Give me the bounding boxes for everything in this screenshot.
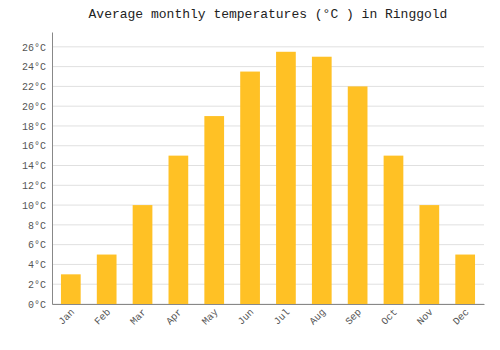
grid-line [52,244,484,245]
y-tick: 18°C [22,122,52,133]
bar [348,86,368,304]
chart: 0°C 2°C 4°C 6°C 8°C 10°C 12°C 14°C 16°C 18°C 20°C 2… [0,0,500,350]
bar [97,255,117,304]
x-tick-label: Oct [379,307,400,328]
y-tick: 12°C [22,181,52,192]
y-tick-label: 22°C [22,82,46,93]
x-tick: Aug [308,307,329,328]
y-tick-label: 14°C [22,161,46,172]
x-tick-label: May [200,307,221,328]
plot: 0°C 2°C 4°C 6°C 8°C 10°C 12°C 14°C 16°C 18°C 20°C 2… [22,33,485,328]
x-axis: Jan Feb Mar Apr May Jun Jul Aug Sep Oct Nov Dec [53,305,485,328]
x-tick-label: Feb [93,307,114,328]
x-tick: Feb [93,307,114,328]
y-tick-label: 0°C [28,300,46,311]
y-tick: 16°C [22,141,52,152]
y-tick: 24°C [22,62,52,73]
x-tick-label: Mar [128,307,149,328]
grid-line [52,304,484,305]
bar [276,52,296,304]
grid-line [52,165,484,166]
bar [204,116,224,304]
y-tick-label: 26°C [22,43,46,54]
y-tick: 8°C [28,221,52,232]
bar [312,57,332,304]
bar [384,156,404,304]
grid-line [52,224,484,225]
x-tick-label: Apr [164,307,185,328]
x-tick-label: Jul [272,307,293,328]
y-tick: 20°C [22,102,52,113]
x-tick-label: Aug [308,307,329,328]
bar [455,255,475,304]
x-tick: Jun [236,307,257,328]
y-axis-line [52,33,53,305]
x-tick: Mar [128,307,149,328]
x-tick-label: Sep [343,307,364,328]
y-tick: 0°C [28,300,52,311]
x-tick: Dec [451,307,472,328]
y-tick: 4°C [28,260,52,271]
x-tick-label: Nov [415,307,436,328]
y-tick: 26°C [22,43,52,54]
grid-line [52,264,484,265]
grid-line [52,86,484,87]
grid-line [52,145,484,146]
y-tick-label: 18°C [22,122,46,133]
y-tick-label: 16°C [22,141,46,152]
bar [419,205,439,304]
x-tick-label: Dec [451,307,472,328]
x-tick: Nov [415,307,436,328]
y-tick: 22°C [22,82,52,93]
x-tick: Sep [343,307,364,328]
x-tick: Jul [272,307,293,328]
bar [61,274,81,304]
y-tick-label: 8°C [28,221,46,232]
x-tick: Jan [57,307,78,328]
grid-line [52,185,484,186]
x-tick: Oct [379,307,400,328]
grid-line [52,125,484,126]
y-tick-label: 6°C [28,240,46,251]
grid [52,47,484,304]
bar [169,156,189,304]
title: Average monthly temperatures (°C ) in Ri… [89,7,448,22]
y-tick-label: 20°C [22,102,46,113]
bar [133,205,153,304]
x-tick: May [200,307,221,328]
x-tick-label: Jan [57,307,78,328]
grid-line [52,46,484,47]
x-tick: Apr [164,307,185,328]
grid-line [52,106,484,107]
y-tick-label: 24°C [22,62,46,73]
y-tick-label: 10°C [22,201,46,212]
x-axis-line [53,304,485,305]
y-tick: 14°C [22,161,52,172]
bar [240,72,260,304]
y-tick-label: 12°C [22,181,46,192]
grid-line [52,66,484,67]
y-axis: 0°C 2°C 4°C 6°C 8°C 10°C 12°C 14°C 16°C 18°C 20°C 2… [22,33,53,311]
y-tick-label: 4°C [28,260,46,271]
y-tick: 6°C [28,240,52,251]
grid-line [52,284,484,285]
y-tick: 2°C [28,280,52,291]
x-tick-label: Jun [236,307,257,328]
grid-line [52,205,484,206]
y-tick-label: 2°C [28,280,46,291]
y-tick: 10°C [22,201,52,212]
bars [61,52,475,304]
